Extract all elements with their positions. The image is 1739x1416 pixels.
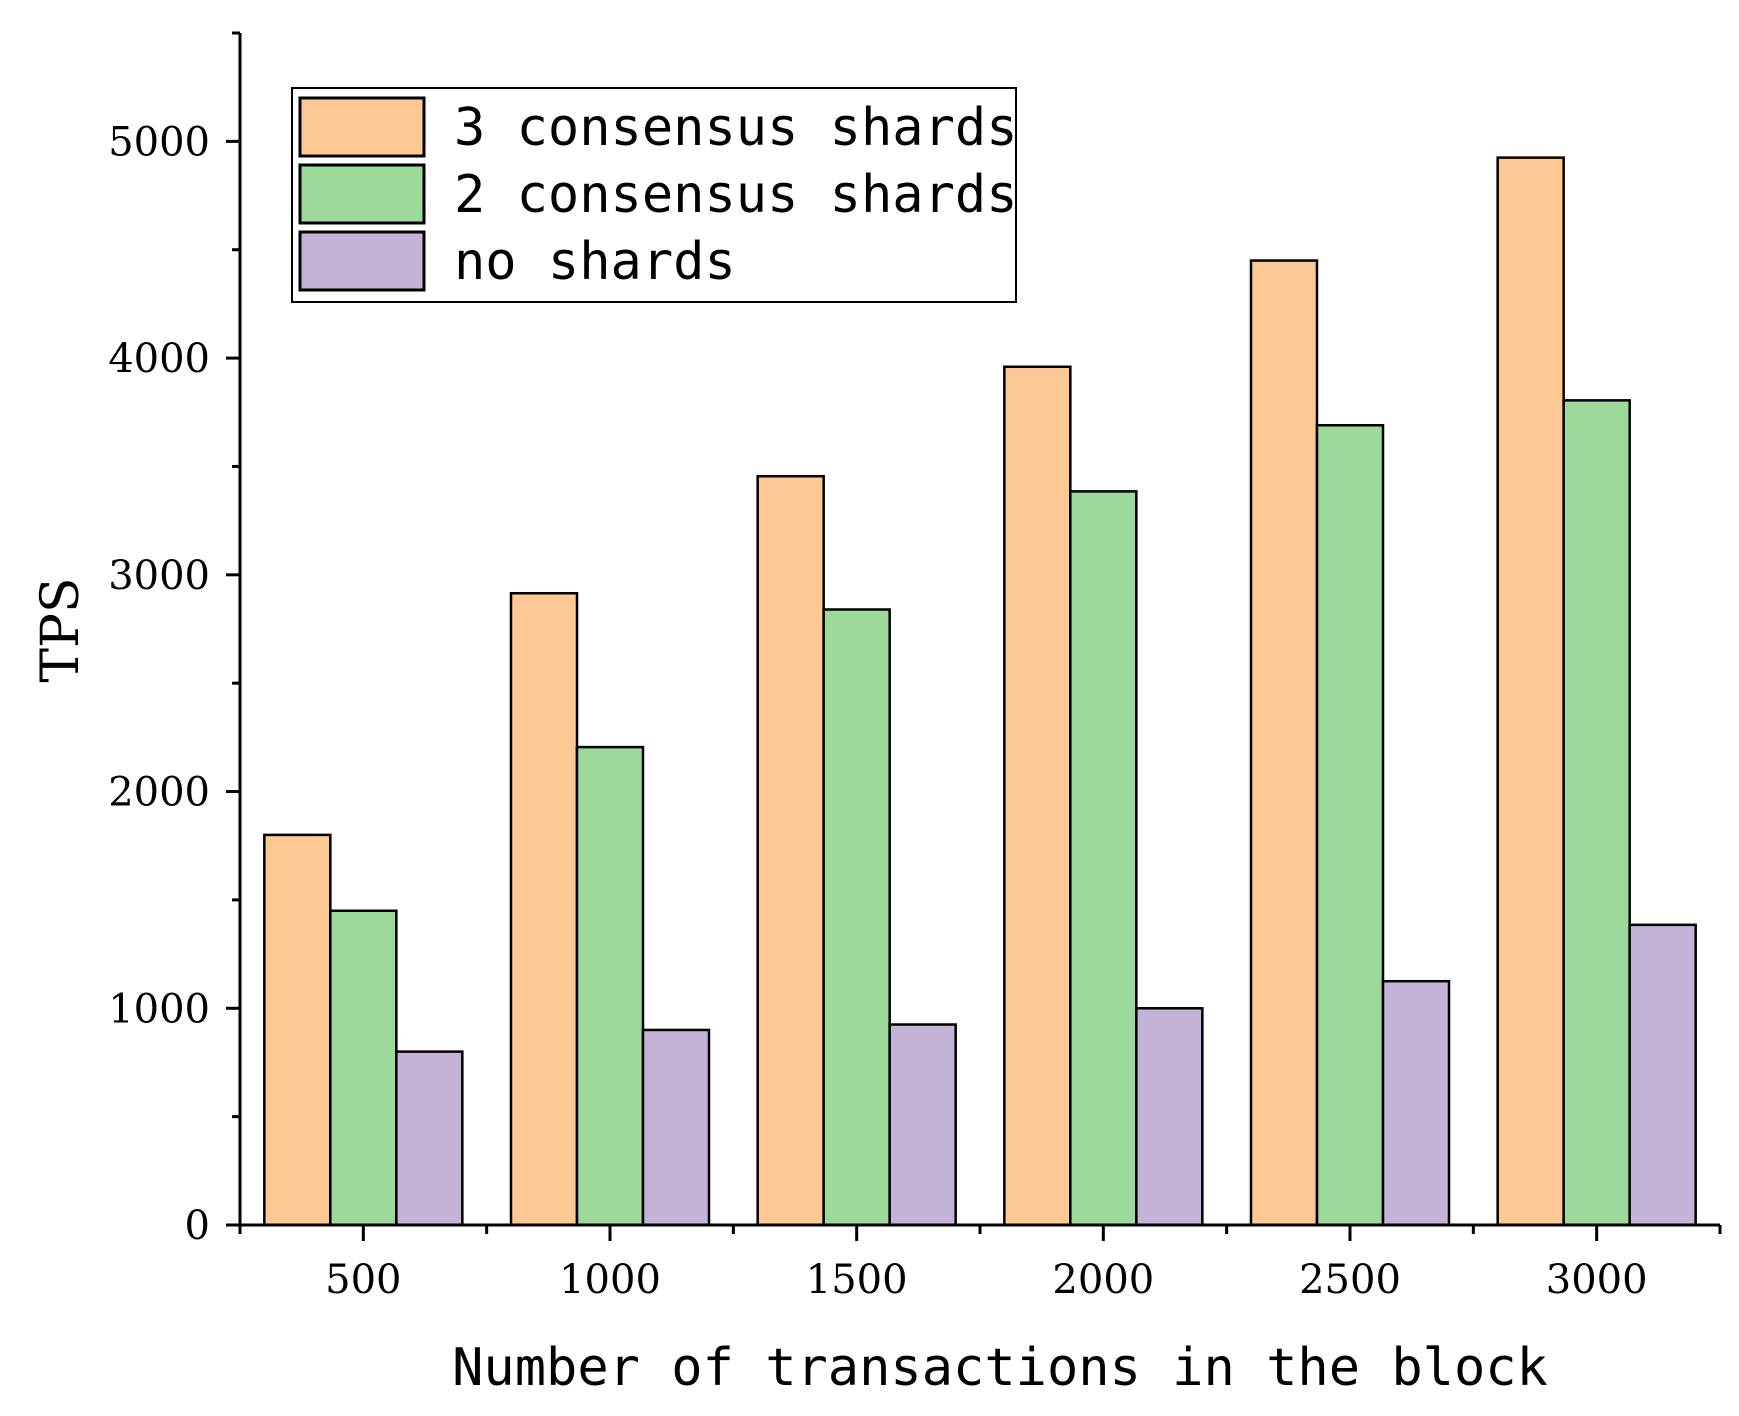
y-tick-label: 3000 (108, 553, 210, 599)
bar-2-consensus-shards-500 (329, 909, 398, 1227)
bar-3-consensus-shards-2000 (1003, 365, 1072, 1227)
legend-swatch-no-shards (298, 230, 426, 292)
legend-swatch-2-consensus-shards (298, 163, 426, 225)
bar-no-shards-3000 (1628, 923, 1697, 1227)
bar-no-shards-1000 (641, 1028, 711, 1227)
y-tick-label: 4000 (108, 336, 210, 382)
y-tick-label: 1000 (108, 986, 210, 1032)
legend-label-2-consensus-shards: 2 consensus shards (454, 165, 1018, 225)
legend: 3 consensus shards 2 consensus shards no s… (291, 87, 1018, 303)
y-tick-label: 5000 (108, 119, 210, 165)
bar-no-shards-1500 (888, 1023, 957, 1227)
y-tick-label: 0 (185, 1203, 210, 1249)
y-axis-title: TPS (31, 577, 91, 682)
bar-no-shards-2500 (1381, 979, 1451, 1227)
y-tick-label: 2000 (108, 770, 210, 816)
legend-label-no-shards: no shards (454, 232, 736, 292)
x-tick-label-500: 500 (325, 1257, 401, 1303)
bar-3-consensus-shards-1500 (756, 474, 825, 1227)
x-tick-label-2000: 2000 (1052, 1257, 1154, 1303)
axes-group: 0 1000 2000 3000 4000 5000 500 1000 1500 2000 250… (108, 31, 1722, 1303)
bar-2-consensus-shards-3000 (1562, 399, 1631, 1227)
bar-no-shards-500 (395, 1050, 464, 1227)
bar-2-consensus-shards-1000 (575, 745, 645, 1227)
bar-2-consensus-shards-2000 (1069, 490, 1138, 1227)
x-tick-label-1000: 1000 (559, 1257, 661, 1303)
y-ticks: 0 1000 2000 3000 4000 5000 (108, 31, 240, 1249)
bar-3-consensus-shards-1000 (509, 591, 579, 1227)
legend-swatch-3-consensus-shards (298, 96, 426, 158)
bar-3-consensus-shards-500 (263, 833, 332, 1227)
bar-no-shards-2000 (1135, 1007, 1204, 1227)
bars-group (263, 156, 1697, 1227)
legend-label-3-consensus-shards: 3 consensus shards (454, 98, 1018, 158)
x-tick-label-2500: 2500 (1299, 1257, 1401, 1303)
x-tick-label-1500: 1500 (806, 1257, 908, 1303)
x-axis-title: Number of transactions in the block (452, 1338, 1548, 1398)
x-ticks: 500 1000 1500 2000 2500 3000 (238, 1225, 1722, 1303)
bar-3-consensus-shards-3000 (1496, 156, 1565, 1227)
bar-3-consensus-shards-2500 (1249, 259, 1319, 1227)
x-tick-label-3000: 3000 (1546, 1257, 1648, 1303)
bar-2-consensus-shards-2500 (1315, 424, 1385, 1227)
bar-2-consensus-shards-1500 (822, 608, 891, 1227)
